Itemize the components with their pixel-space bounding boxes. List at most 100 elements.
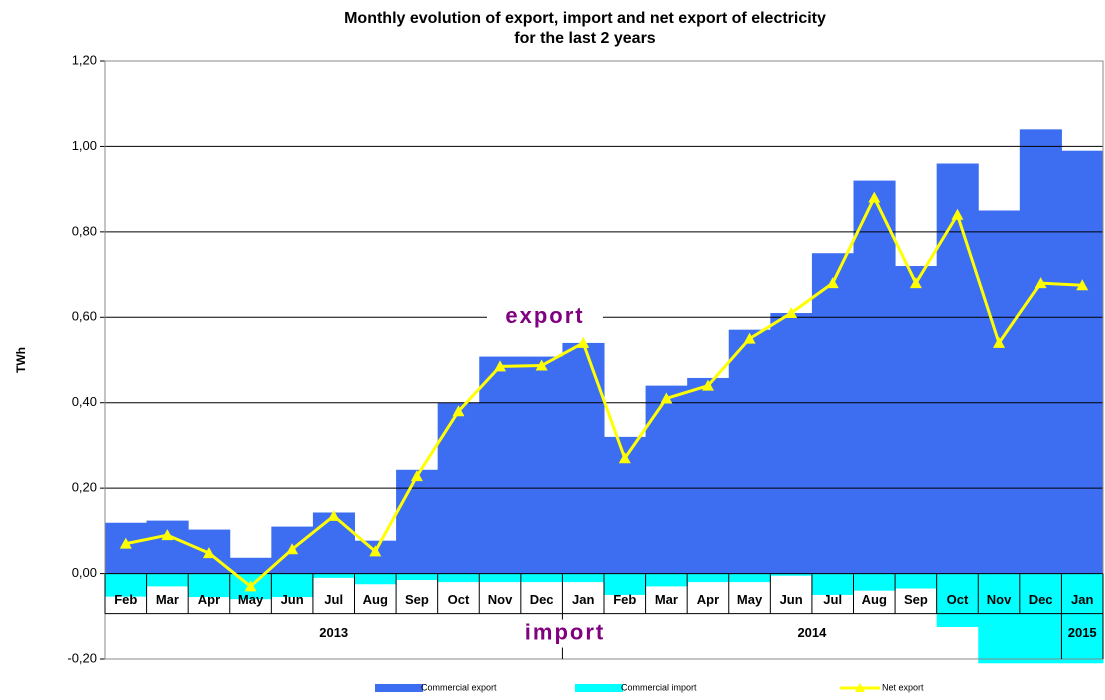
x-tick-label: Jun	[780, 592, 803, 607]
marker	[951, 208, 964, 220]
y-tick-label: 0,00	[72, 565, 97, 580]
bar	[645, 573, 688, 587]
bar	[1061, 573, 1104, 664]
year-label: 2014	[797, 625, 827, 640]
bar	[312, 573, 355, 578]
bar	[978, 573, 1021, 664]
x-tick-label: Oct	[947, 592, 969, 607]
marker	[369, 545, 382, 557]
x-tick-label: Jul	[823, 592, 842, 607]
bar	[770, 313, 813, 574]
bar	[853, 180, 896, 574]
annotation-bg	[487, 303, 603, 332]
x-tick-label: Nov	[488, 592, 513, 607]
bar	[853, 573, 896, 591]
bar	[437, 573, 480, 583]
x-tick-label: Jan	[1071, 592, 1093, 607]
x-tick-label: Dec	[1029, 592, 1053, 607]
annotation-bg	[507, 619, 623, 648]
marker	[993, 336, 1006, 348]
bar	[562, 342, 605, 574]
legend-marker	[855, 683, 865, 692]
y-tick-label: 0,80	[72, 223, 97, 238]
x-tick-label: Jun	[281, 592, 304, 607]
year-label: 2015	[1068, 625, 1097, 640]
marker	[535, 359, 548, 371]
x-tick-label: Apr	[198, 592, 220, 607]
year-label: 2013	[319, 625, 348, 640]
bar	[146, 573, 189, 587]
x-tick-label: Oct	[448, 592, 470, 607]
annotation: export	[505, 303, 584, 328]
bar	[479, 356, 522, 574]
bar	[396, 469, 439, 574]
marker	[244, 580, 257, 592]
y-tick-label: -0,20	[67, 650, 97, 665]
y-axis-label: TWh	[14, 347, 28, 373]
marker	[286, 543, 299, 555]
bar	[770, 573, 813, 576]
marker	[119, 537, 132, 549]
bar	[479, 573, 522, 583]
y-tick-label: 0,40	[72, 394, 97, 409]
plot-border	[104, 60, 1104, 660]
chart-subtitle: for the last 2 years	[514, 30, 656, 47]
marker	[618, 452, 631, 464]
bar	[354, 573, 397, 585]
bar	[811, 573, 854, 595]
bar	[1061, 150, 1104, 574]
bar	[604, 573, 647, 595]
marker	[161, 529, 174, 541]
bar	[271, 573, 314, 598]
marker	[452, 405, 465, 417]
marker	[660, 392, 673, 404]
bar	[728, 573, 771, 583]
legend-label: Commercial export	[421, 682, 497, 692]
x-tick-label: May	[238, 592, 264, 607]
bar	[1019, 573, 1062, 664]
x-tick-label: Nov	[987, 592, 1012, 607]
bar	[146, 520, 189, 574]
bar	[687, 377, 730, 574]
marker	[868, 191, 881, 203]
x-tick-label: Jul	[324, 592, 343, 607]
legend-swatch	[575, 684, 623, 692]
marker	[494, 360, 507, 372]
x-tick-label: Sep	[904, 592, 928, 607]
bar	[188, 573, 231, 598]
bar	[396, 573, 439, 580]
bar	[1019, 129, 1062, 574]
x-tick-label: Mar	[156, 592, 179, 607]
y-tick-label: 1,00	[72, 138, 97, 153]
legend-label: Commercial import	[621, 682, 697, 692]
x-tick-label: Feb	[114, 592, 137, 607]
line	[125, 194, 1083, 589]
bar	[520, 356, 563, 574]
y-tick-label: 0,60	[72, 309, 97, 324]
marker	[327, 509, 340, 521]
marker	[1034, 277, 1047, 289]
legend-label: Net export	[882, 682, 924, 692]
labels: Feb Mar Apr May Jun Jul Aug Sep Oct Nov Dec Jan Feb M…	[104, 191, 1104, 692]
bar	[312, 512, 355, 574]
x-tick-label: Apr	[697, 592, 719, 607]
x-tick-label: May	[737, 592, 763, 607]
marker	[743, 332, 756, 344]
bar	[354, 540, 397, 574]
bar	[105, 573, 148, 597]
bar	[811, 253, 854, 574]
bar	[936, 573, 979, 627]
marker	[410, 470, 423, 482]
bar	[936, 163, 979, 574]
x-tick-label: Mar	[655, 592, 678, 607]
marker	[826, 277, 839, 289]
grid	[100, 60, 1104, 660]
bar	[229, 557, 272, 574]
x-tick-label: Sep	[405, 592, 429, 607]
y-tick-label: 1,20	[72, 52, 97, 67]
x-tick-label: Dec	[530, 592, 554, 607]
legend-swatch	[375, 684, 423, 692]
bar	[520, 573, 563, 583]
bar	[895, 573, 938, 589]
annotation: import	[525, 619, 605, 644]
